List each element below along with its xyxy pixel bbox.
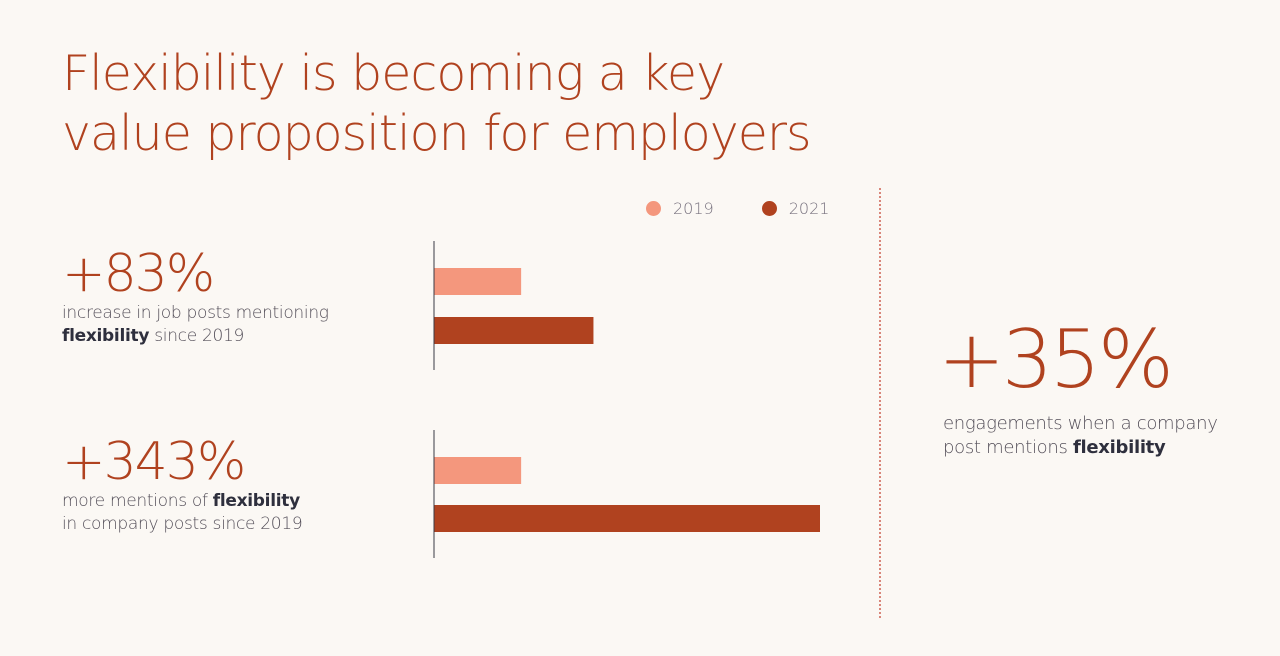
stat-job-posts-desc-line1: increase in job posts mentioning: [62, 303, 329, 323]
stat-company-posts-desc-bold: flexibility: [212, 491, 300, 511]
stat-engagements-desc: engagements when a company post mentions…: [943, 412, 1243, 460]
stat-engagements-value: +35%: [938, 313, 1174, 406]
title-line-2: value proposition for employers: [62, 105, 812, 162]
stat-job-posts-desc-bold: flexibility: [62, 326, 150, 346]
bar-group-2-2021: [434, 505, 820, 532]
stat-job-posts: +83% increase in job posts mentioning fl…: [62, 246, 329, 348]
legend-dot-2019: [646, 201, 661, 216]
stat-engagements-desc-pre: post mentions: [943, 437, 1073, 458]
stat-engagements-desc-line1: engagements when a company: [943, 413, 1218, 434]
stat-job-posts-desc-rest: since 2019: [149, 326, 245, 346]
legend-label-2021: 2021: [788, 199, 830, 218]
stat-company-posts-desc-pre: more mentions of: [62, 491, 213, 511]
bar-chart: [433, 241, 820, 558]
section-divider: [879, 188, 881, 618]
stat-engagements-desc-bold: flexibility: [1073, 437, 1166, 458]
legend-item-2021: 2021: [761, 199, 830, 218]
legend-label-2019: 2019: [673, 199, 714, 218]
legend-dot-2021: [761, 201, 777, 216]
title-line-1: Flexibility is becoming a key: [62, 45, 725, 102]
stat-company-posts: +343% more mentions of flexibility in co…: [62, 432, 303, 536]
stat-company-posts-desc-line2: in company posts since 2019: [62, 514, 303, 534]
stat-job-posts-desc: increase in job posts mentioning flexibi…: [62, 302, 329, 348]
stat-company-posts-value: +343%: [62, 432, 246, 492]
chart-legend: 2019 2021: [646, 199, 829, 218]
bar-group-1-2021: [434, 317, 594, 344]
legend-item-2019: 2019: [646, 199, 714, 218]
bar-group-2-2019: [434, 457, 522, 484]
bar-group-1-2019: [434, 268, 522, 295]
stat-job-posts-value: +83%: [62, 244, 215, 304]
page-title: Flexibility is becoming a key value prop…: [62, 44, 822, 164]
stat-company-posts-desc: more mentions of flexibility in company …: [62, 490, 303, 536]
